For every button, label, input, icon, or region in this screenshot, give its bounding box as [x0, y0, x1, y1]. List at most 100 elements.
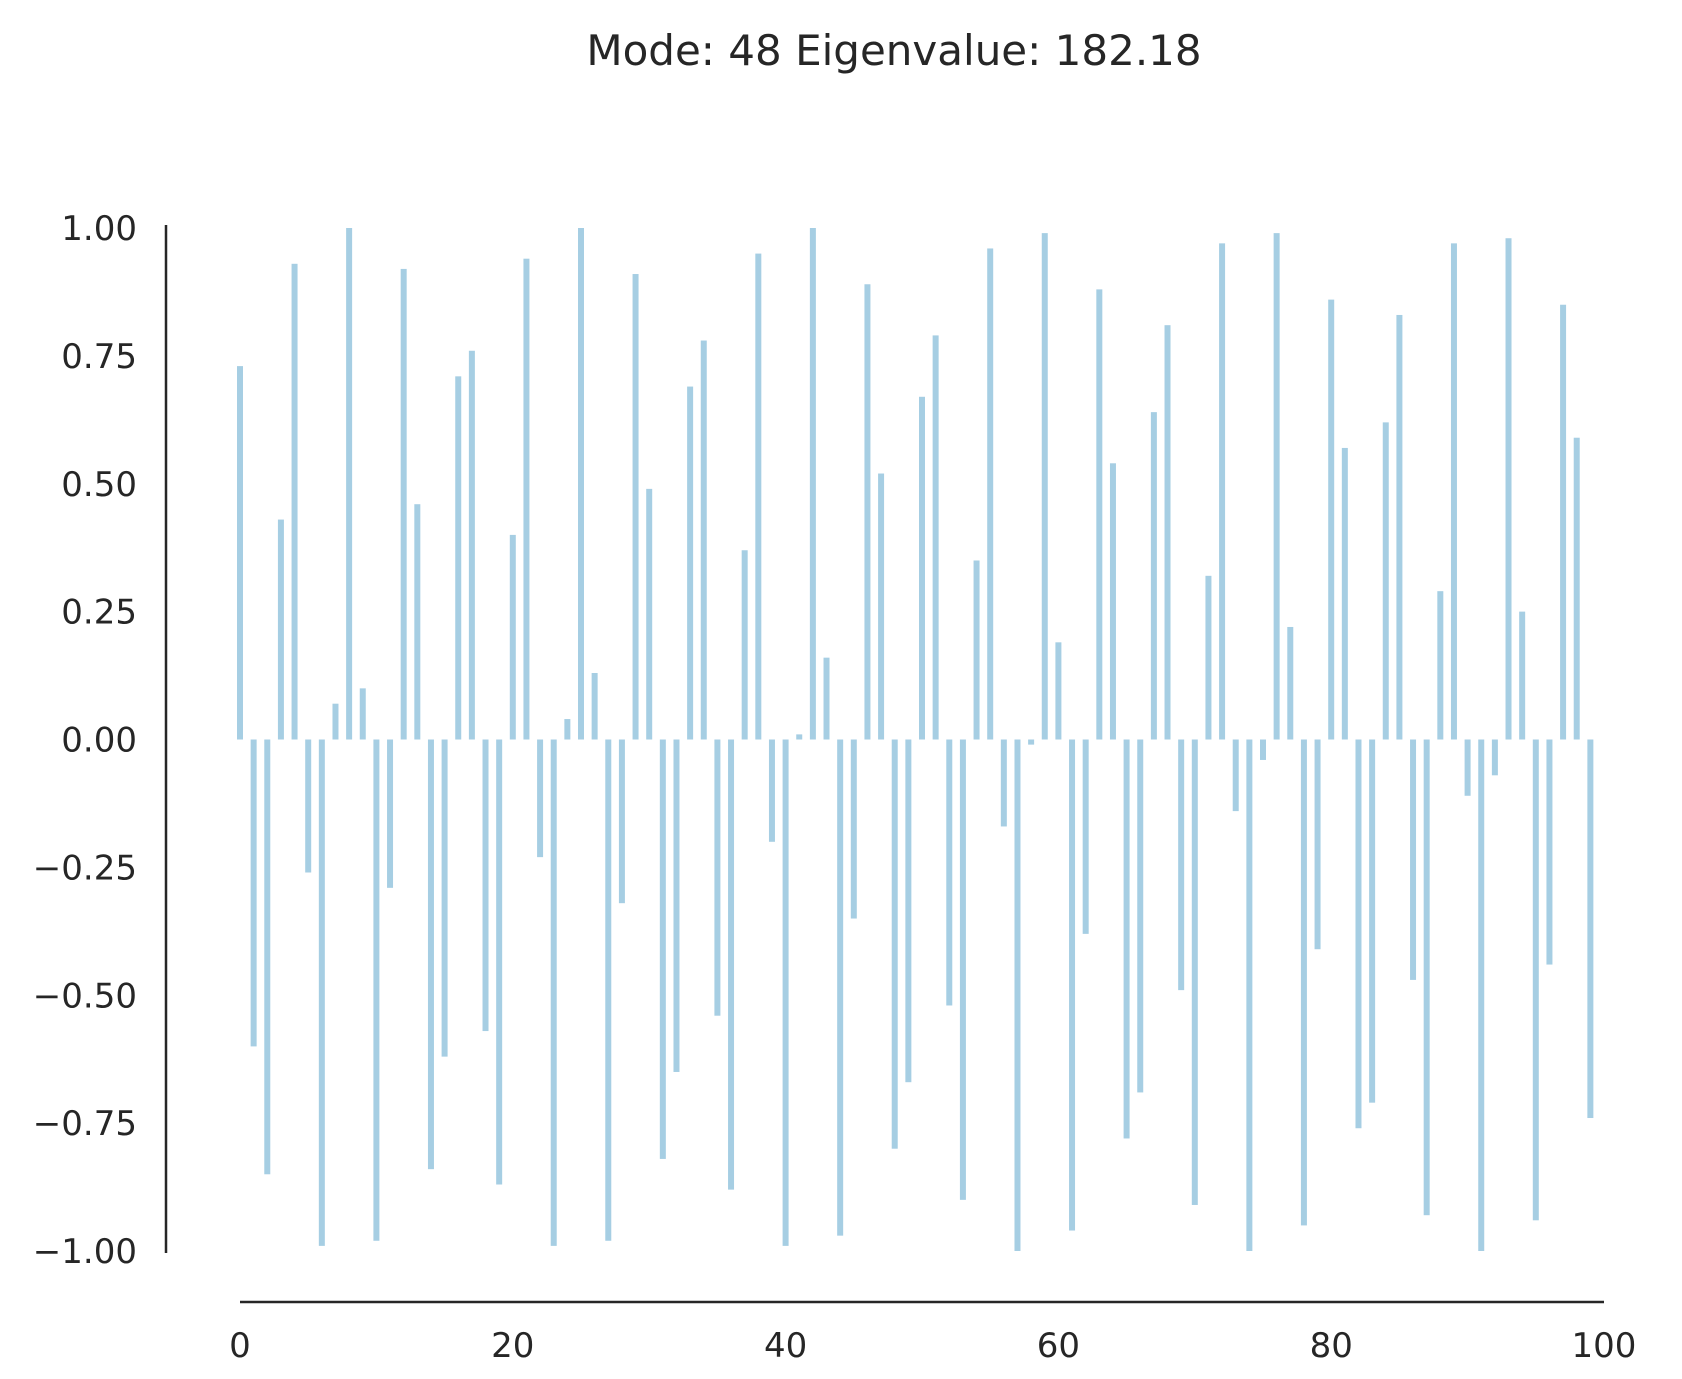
bar-71 [1205, 575, 1212, 740]
bar-93 [1505, 238, 1512, 740]
bar-73 [1232, 739, 1239, 812]
bar-98 [1573, 437, 1580, 740]
bar-69 [1178, 739, 1185, 991]
y-tick-label: 0.75 [61, 337, 137, 377]
bar-68 [1164, 325, 1171, 740]
bar-22 [537, 739, 544, 858]
bar-51 [932, 335, 939, 740]
bar-21 [523, 258, 530, 740]
bar-4 [291, 263, 298, 740]
bar-40 [782, 739, 789, 1246]
bar-23 [550, 739, 557, 1246]
bar-16 [455, 376, 462, 740]
y-tick-label: −0.25 [33, 848, 137, 888]
bar-14 [427, 739, 434, 1170]
bar-56 [1000, 739, 1007, 827]
bar-95 [1532, 739, 1539, 1221]
bar-87 [1423, 739, 1430, 1216]
bar-78 [1300, 739, 1307, 1226]
bar-45 [850, 739, 857, 919]
bar-13 [414, 504, 421, 740]
bar-9 [359, 688, 366, 740]
bar-49 [905, 739, 912, 1083]
bar-90 [1464, 739, 1471, 796]
bar-79 [1314, 739, 1321, 950]
x-tick-label: 40 [764, 1326, 807, 1366]
x-tick-label: 80 [1310, 1326, 1353, 1366]
y-tick-label: −0.75 [33, 1104, 137, 1144]
bar-61 [1069, 739, 1076, 1231]
bar-88 [1437, 591, 1444, 740]
bar-84 [1382, 422, 1389, 740]
bar-70 [1191, 739, 1198, 1205]
x-tick-label: 0 [229, 1326, 251, 1366]
bar-80 [1328, 299, 1335, 740]
bars-group [237, 228, 1594, 1251]
bar-20 [509, 534, 516, 740]
bar-17 [468, 350, 475, 740]
bar-5 [305, 739, 312, 873]
bar-7 [332, 703, 339, 740]
x-tick-label: 60 [1037, 1326, 1080, 1366]
bar-3 [277, 519, 284, 740]
bar-81 [1341, 447, 1348, 740]
bar-11 [387, 739, 394, 888]
bar-82 [1355, 739, 1362, 1129]
bar-28 [618, 739, 625, 904]
y-tick-label: −1.00 [33, 1232, 137, 1272]
x-tick-label: 100 [1572, 1326, 1637, 1366]
y-tick-label: −0.50 [33, 976, 137, 1016]
bar-64 [1109, 463, 1116, 740]
bar-74 [1246, 739, 1253, 1251]
x-axis-ticks: 0 20 40 60 80 100 [229, 1326, 1636, 1366]
bar-62 [1082, 739, 1089, 934]
bar-39 [768, 739, 775, 842]
bar-43 [823, 657, 830, 740]
bar-75 [1260, 739, 1266, 760]
bar-8 [346, 228, 353, 740]
bar-58 [1028, 739, 1035, 745]
y-tick-label: 0.25 [61, 593, 137, 633]
x-tick-label: 20 [491, 1326, 534, 1366]
bar-47 [878, 473, 885, 740]
y-tick-label: 0.00 [61, 721, 137, 761]
bar-77 [1287, 626, 1294, 740]
bar-26 [591, 673, 598, 740]
bar-52 [946, 739, 953, 1006]
bar-99 [1587, 739, 1594, 1119]
bar-96 [1546, 739, 1553, 965]
bar-60 [1055, 642, 1062, 740]
bar-15 [441, 739, 448, 1057]
bar-46 [864, 284, 871, 740]
bar-25 [578, 228, 584, 740]
bar-66 [1137, 739, 1144, 1093]
bar-6 [318, 739, 325, 1246]
bar-30 [646, 488, 653, 740]
bar-48 [891, 739, 898, 1149]
bar-86 [1410, 739, 1417, 980]
bar-34 [700, 340, 707, 740]
bar-65 [1123, 739, 1130, 1139]
bar-92 [1491, 739, 1498, 776]
bar-89 [1450, 243, 1457, 740]
bar-1 [250, 739, 257, 1047]
bar-44 [837, 739, 844, 1236]
bar-2 [264, 739, 271, 1175]
bar-91 [1478, 739, 1485, 1251]
bar-18 [482, 739, 489, 1032]
y-tick-label: 0.50 [61, 465, 137, 505]
bar-29 [632, 274, 639, 740]
bar-10 [373, 739, 380, 1241]
bar-24 [564, 719, 571, 740]
bar-12 [400, 268, 407, 740]
bar-50 [919, 396, 925, 740]
bar-27 [605, 739, 612, 1241]
bar-38 [755, 253, 762, 740]
bar-37 [741, 550, 748, 740]
y-tick-label: 1.00 [61, 209, 137, 249]
bar-59 [1041, 233, 1048, 740]
bar-36 [728, 739, 735, 1190]
bar-76 [1273, 233, 1280, 740]
bar-32 [673, 739, 680, 1072]
